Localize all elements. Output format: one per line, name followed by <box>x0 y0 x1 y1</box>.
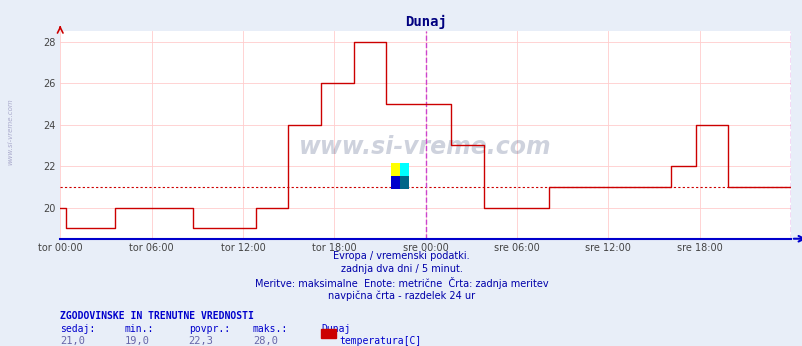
Text: min.:: min.: <box>124 324 154 334</box>
Text: ZGODOVINSKE IN TRENUTNE VREDNOSTI: ZGODOVINSKE IN TRENUTNE VREDNOSTI <box>60 311 253 321</box>
Text: sedaj:: sedaj: <box>60 324 95 334</box>
Text: 22,3: 22,3 <box>188 336 213 346</box>
Title: Dunaj: Dunaj <box>404 15 446 29</box>
Text: povpr.:: povpr.: <box>188 324 229 334</box>
Text: Dunaj: Dunaj <box>321 324 350 334</box>
Text: zadnja dva dni / 5 minut.: zadnja dva dni / 5 minut. <box>340 264 462 274</box>
Text: www.si-vreme.com: www.si-vreme.com <box>7 98 14 165</box>
Text: Meritve: maksimalne  Enote: metrične  Črta: zadnja meritev: Meritve: maksimalne Enote: metrične Črta… <box>254 277 548 289</box>
Text: maks.:: maks.: <box>253 324 288 334</box>
Text: navpična črta - razdelek 24 ur: navpična črta - razdelek 24 ur <box>327 290 475 301</box>
Text: Evropa / vremenski podatki.: Evropa / vremenski podatki. <box>333 251 469 261</box>
Text: 28,0: 28,0 <box>253 336 277 346</box>
Text: temperatura[C]: temperatura[C] <box>339 336 421 346</box>
Text: 19,0: 19,0 <box>124 336 149 346</box>
Text: 21,0: 21,0 <box>60 336 85 346</box>
Text: www.si-vreme.com: www.si-vreme.com <box>299 135 551 160</box>
